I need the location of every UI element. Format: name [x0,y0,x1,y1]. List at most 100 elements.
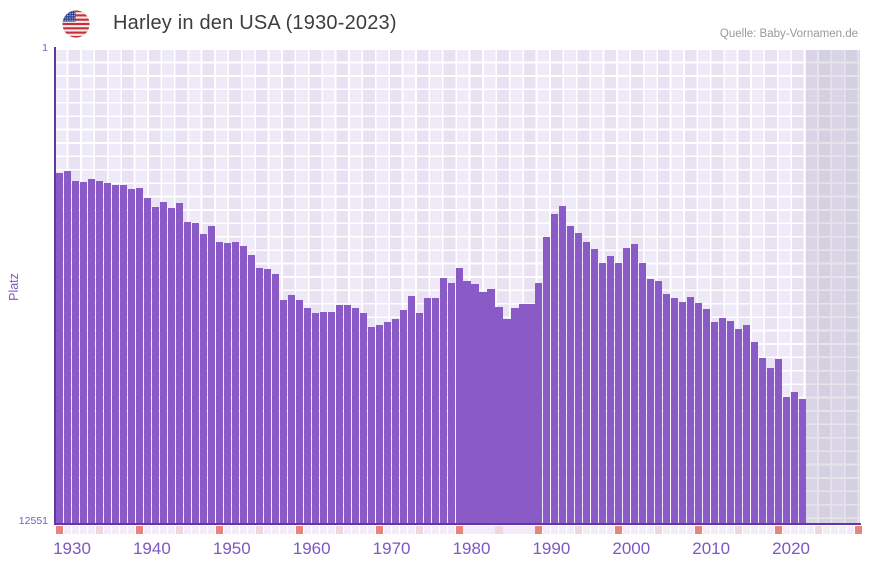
chart-bar[interactable] [567,225,575,523]
chart-bar[interactable] [103,183,112,523]
chart-bar[interactable] [327,311,335,523]
chart-bar[interactable] [247,254,255,523]
chart-bar[interactable] [431,297,439,523]
chart-bar[interactable] [647,279,655,523]
chart-bar[interactable] [391,319,399,523]
chart-bar[interactable] [151,207,159,523]
chart-bar[interactable] [383,322,391,523]
chart-bar[interactable] [783,397,791,523]
x-axis-tick [95,526,104,534]
chart-bar[interactable] [343,305,351,523]
chart-bar[interactable] [711,322,719,523]
chart-bar[interactable] [415,313,423,523]
chart-bar[interactable] [791,392,799,523]
chart-bar[interactable] [543,236,551,523]
chart-bar[interactable] [335,305,343,523]
chart-bar[interactable] [87,178,96,523]
chart-bar[interactable] [175,202,183,523]
chart-bar[interactable] [767,368,775,523]
chart-bar[interactable] [399,310,407,523]
chart-bar[interactable] [591,248,599,523]
chart-bar[interactable] [679,302,687,523]
chart-bar[interactable] [279,299,287,523]
chart-bar[interactable] [119,184,127,523]
chart-bar[interactable] [111,184,120,523]
chart-bar[interactable] [263,268,271,523]
chart-bar[interactable] [759,357,767,523]
chart-bar[interactable] [56,172,64,523]
chart-bar[interactable] [519,303,527,523]
chart-bar[interactable] [487,288,495,523]
x-axis-tick [703,526,711,534]
chart-bar[interactable] [95,181,104,523]
chart-bar[interactable] [183,222,191,523]
chart-bar[interactable] [703,308,711,523]
chart-bar[interactable] [615,262,623,523]
chart-bar[interactable] [255,268,263,523]
chart-bar[interactable] [479,291,487,523]
chart-bar[interactable] [751,342,759,523]
chart-bar[interactable] [455,268,463,523]
chart-bar[interactable] [663,294,671,523]
chart-bar[interactable] [799,398,807,523]
chart-bar[interactable] [607,256,615,523]
chart-bar[interactable] [135,187,143,523]
chart-bar[interactable] [463,280,471,523]
chart-bar[interactable] [503,319,511,523]
chart-bar[interactable] [687,296,695,523]
chart-bar[interactable] [271,273,279,523]
chart-bar[interactable] [191,222,199,523]
chart-bar[interactable] [311,313,319,523]
chart-bar[interactable] [351,308,359,523]
chart-bar[interactable] [583,242,591,523]
chart-bar[interactable] [359,313,367,523]
chart-bar[interactable] [303,308,311,523]
chart-bar[interactable] [639,262,647,523]
chart-bar[interactable] [63,170,72,523]
chart-bar[interactable] [535,282,543,523]
chart-bar[interactable] [199,233,207,523]
chart-bar[interactable] [167,207,175,523]
chart-bar[interactable] [231,242,239,523]
chart-bar[interactable] [743,325,751,523]
chart-bar[interactable] [671,297,679,523]
chart-bar[interactable] [207,225,215,523]
chart-bar[interactable] [719,317,727,523]
chart-bar[interactable] [71,181,80,523]
chart-bar[interactable] [295,299,303,523]
chart-bar[interactable] [79,181,88,523]
chart-bar[interactable] [575,233,583,523]
chart-bar[interactable] [143,198,151,523]
chart-bar[interactable] [655,280,663,523]
x-axis-tick [295,526,303,534]
chart-bar[interactable] [727,320,735,523]
chart-bar[interactable] [511,308,519,523]
chart-bar[interactable] [407,296,415,523]
chart-bar[interactable] [215,242,223,523]
chart-bar[interactable] [775,359,783,523]
chart-bar[interactable] [695,302,703,523]
chart-bar[interactable] [367,326,375,523]
chart-bar[interactable] [375,325,383,523]
chart-bar[interactable] [223,242,231,523]
chart-bar[interactable] [287,294,295,523]
chart-bar[interactable] [447,282,455,523]
chart-bar[interactable] [239,245,247,523]
chart-bar[interactable] [551,213,559,523]
chart-bar[interactable] [127,189,135,523]
chart-bar[interactable] [319,311,327,523]
chart-bar[interactable] [527,303,535,523]
x-axis-tick [455,526,463,534]
chart-bar[interactable] [631,244,639,523]
chart-bar[interactable] [495,307,503,523]
chart-bar[interactable] [471,284,479,523]
x-axis-tick [127,526,135,534]
chart-bar[interactable] [423,297,431,523]
chart-bar[interactable] [159,201,167,523]
chart-bar[interactable] [735,328,743,523]
chart-bar[interactable] [623,247,631,523]
chart-bar[interactable] [599,262,607,523]
chart-bar[interactable] [439,277,447,523]
chart-bar[interactable] [559,205,567,523]
y-axis-min-label: 12551 [18,515,48,527]
